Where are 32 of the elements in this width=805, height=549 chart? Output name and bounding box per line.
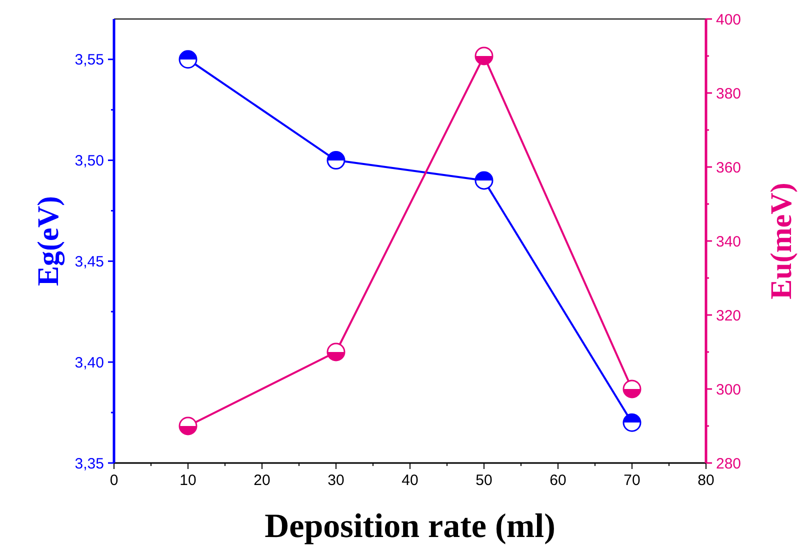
y-axis-title: Eg(eV) xyxy=(32,196,65,286)
point xyxy=(474,171,494,190)
y-tick-label: 3,55 xyxy=(74,52,104,69)
point xyxy=(326,342,346,362)
point xyxy=(178,50,198,69)
y2-tick-label: 280 xyxy=(716,455,742,472)
x-axis-title: Deposition rate (ml) xyxy=(264,508,556,545)
y2-tick-label: 400 xyxy=(716,11,742,28)
point xyxy=(326,151,346,170)
x-tick-label: 40 xyxy=(402,472,418,489)
point xyxy=(622,380,642,398)
y2-tick-label: 320 xyxy=(716,307,742,324)
x-tick-label: 70 xyxy=(624,472,640,489)
y-tick-label: 3,45 xyxy=(74,253,104,270)
x-tick-label: 10 xyxy=(180,472,196,489)
y-tick-label: 3,50 xyxy=(74,152,104,170)
x-tick-label: 50 xyxy=(476,472,492,489)
y-tick-label: 3,35 xyxy=(74,455,104,472)
x-tick-label: 0 xyxy=(110,472,118,489)
y2-tick-label: 380 xyxy=(716,85,742,102)
y2-tick-label: 340 xyxy=(716,233,742,250)
y2-tick-label: 300 xyxy=(716,381,742,398)
point xyxy=(178,416,198,436)
point xyxy=(622,413,642,432)
y2-axis-title: Eu(meV) xyxy=(765,182,798,300)
x-tick-label: 20 xyxy=(254,472,270,489)
point xyxy=(474,46,494,66)
x-tick-label: 30 xyxy=(328,472,344,489)
x-tick-label: 80 xyxy=(698,472,714,489)
y-tick-label: 3,40 xyxy=(74,354,104,372)
y2-tick-label: 360 xyxy=(716,159,742,176)
x-tick-label: 60 xyxy=(550,472,566,489)
